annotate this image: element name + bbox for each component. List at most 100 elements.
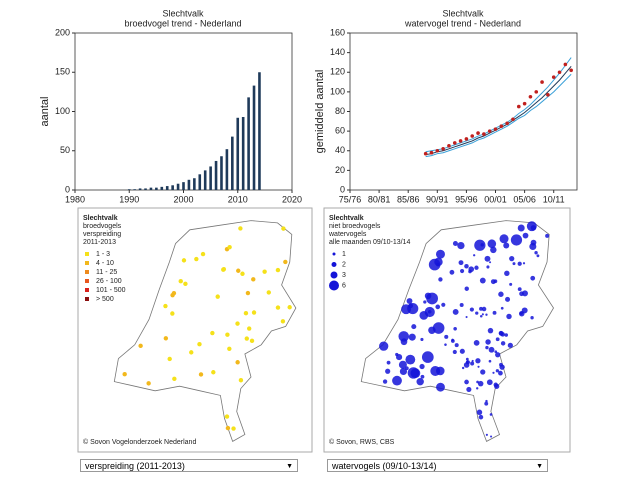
map-dot (504, 333, 509, 337)
map-dot (146, 381, 151, 386)
map-dot (379, 341, 389, 351)
map-dot (481, 306, 487, 312)
map-dot (419, 363, 425, 370)
map-dot (488, 346, 495, 353)
y-tick-label: 0 (340, 184, 345, 194)
legend-label: 4 - 10 (96, 260, 114, 267)
map-dot (499, 364, 505, 370)
map-dot (404, 366, 409, 371)
map-dot (452, 309, 459, 315)
map-dot (475, 358, 481, 364)
map-dot (534, 251, 538, 255)
map-dot (519, 311, 523, 315)
map-dot (498, 370, 503, 376)
map-dot (225, 332, 230, 337)
bar (203, 170, 207, 190)
map-dot (245, 290, 251, 296)
bar (149, 187, 153, 190)
map-dot (416, 377, 424, 386)
x-tick-label: 00/01 (484, 194, 507, 204)
map-dot (423, 300, 427, 304)
data-point (493, 127, 498, 131)
map-dot (521, 307, 528, 314)
map-title: watervogels (328, 231, 367, 238)
map-dot (235, 360, 240, 365)
bar (193, 178, 196, 190)
map-dot (452, 240, 458, 246)
map-dot (517, 261, 522, 266)
map-dot (236, 268, 241, 273)
bar (171, 185, 174, 190)
map-dot (283, 259, 288, 265)
map-dot (452, 349, 457, 355)
map-dot (249, 338, 255, 344)
dropdown[interactable]: verspreiding (2011-2013) ▼ (80, 459, 298, 472)
map-dot (479, 306, 483, 311)
legend-label: 2 (342, 261, 346, 268)
map-dot (444, 343, 447, 346)
map-dot (530, 275, 536, 281)
map-dot (406, 298, 413, 304)
dropdown[interactable]: watervogels (09/10-13/14) ▼ (327, 459, 548, 472)
legend-swatch (85, 297, 89, 301)
x-tick-label: 1980 (65, 194, 85, 204)
map-dot (240, 271, 245, 276)
map-dot (194, 256, 199, 262)
legend-swatch (85, 252, 89, 256)
map-dot (436, 382, 445, 392)
map-dot (464, 286, 469, 291)
map-title: Slechtvalk (329, 215, 364, 222)
dropdown-arrow: ▼ (536, 463, 543, 470)
country-outline (360, 220, 554, 442)
map-dot (490, 246, 497, 254)
map-dot (189, 350, 194, 355)
map-dot (481, 313, 484, 316)
bar (231, 136, 234, 190)
map-dot (238, 378, 244, 383)
map-dot (489, 413, 493, 416)
map-dot (385, 368, 391, 374)
bar (220, 156, 223, 190)
data-point (516, 104, 521, 109)
data-point (557, 70, 562, 75)
bar (144, 188, 147, 190)
map-dot (453, 327, 457, 331)
bar (241, 116, 245, 190)
map-dot (432, 322, 445, 334)
dropdown-arrow: ▼ (286, 463, 293, 470)
y-axis-label: gemiddeld aantal (314, 70, 326, 154)
map-dot (457, 241, 465, 250)
map-dot (530, 316, 534, 320)
map-dot (485, 313, 488, 316)
map-dot (211, 370, 216, 375)
map-dot (435, 304, 441, 310)
map-dot (420, 337, 424, 342)
trend-line (425, 66, 572, 156)
map-dot (495, 337, 500, 342)
bar (165, 186, 169, 190)
data-point (458, 139, 463, 143)
map-dot (227, 244, 232, 250)
legend-swatch (85, 270, 89, 274)
map-dot (499, 234, 509, 244)
data-point (511, 117, 515, 122)
map-dot (498, 291, 504, 297)
x-tick-label: 95/96 (455, 194, 478, 204)
map-dot (398, 360, 407, 369)
map-dot (420, 374, 425, 379)
map-dot (474, 265, 479, 270)
bar (176, 183, 180, 190)
data-point (534, 90, 539, 94)
map-dot (459, 348, 465, 354)
data-point (482, 132, 486, 136)
data-point (423, 151, 428, 156)
map-dot (275, 305, 281, 310)
legend-swatch (85, 261, 89, 265)
bar (225, 149, 229, 190)
map-dot (449, 269, 455, 275)
map-dot (444, 334, 449, 339)
y-tick-label: 20 (335, 165, 345, 175)
dropdown-text: verspreiding (2011-2013) (85, 461, 185, 471)
bar (187, 179, 191, 190)
legend-swatch (330, 271, 338, 279)
